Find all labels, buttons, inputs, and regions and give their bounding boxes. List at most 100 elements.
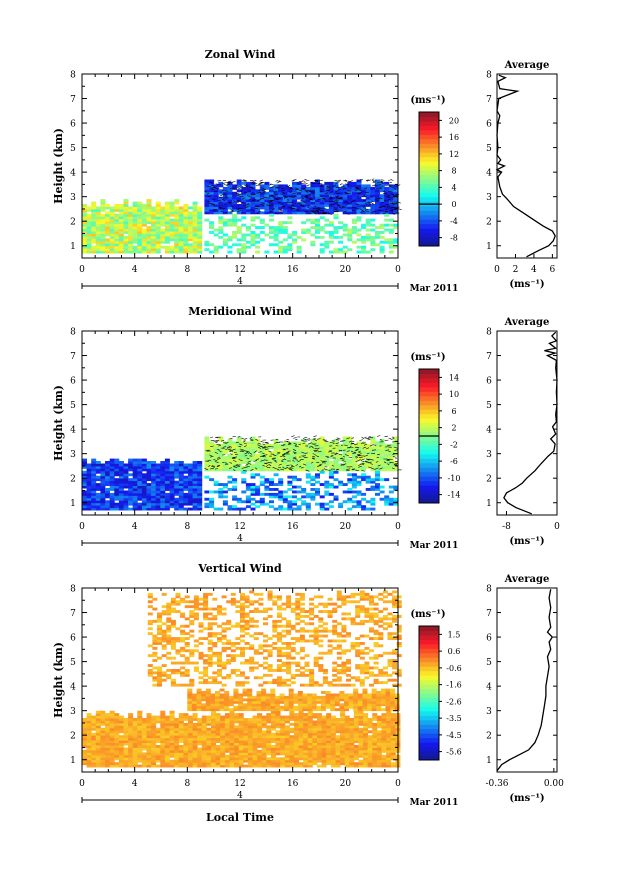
heatmap-cell	[338, 448, 344, 452]
heatmap-cell	[303, 715, 309, 719]
heatmap-cell	[183, 727, 189, 731]
heatmap-cell	[100, 248, 106, 252]
heatmap-cell	[169, 710, 175, 714]
contour-mark	[257, 444, 260, 446]
heatmap-cell	[338, 186, 344, 190]
heatmap-cell	[328, 451, 334, 455]
heatmap-cell	[301, 231, 307, 234]
heatmap-cell	[340, 745, 346, 748]
heatmap-cell	[141, 727, 147, 731]
heatmap-cell	[188, 727, 193, 731]
heatmap-cell	[303, 759, 309, 763]
heatmap-cell	[95, 226, 101, 229]
heatmap-cell	[91, 475, 97, 479]
heatmap-cell	[349, 759, 355, 763]
heatmap-cell	[241, 461, 247, 464]
heatmap-cell	[82, 740, 87, 743]
contour-mark	[354, 456, 358, 458]
heatmap-cell	[319, 470, 325, 474]
heatmap-cell	[201, 727, 207, 731]
heatmap-cell	[326, 737, 332, 741]
heatmap-cell	[250, 189, 256, 193]
heatmap-cell	[146, 250, 152, 254]
heatmap-cell	[206, 764, 212, 768]
contour-mark	[326, 456, 330, 459]
heatmap-cell	[105, 218, 110, 222]
contour-mark	[247, 462, 252, 465]
heatmap-cell	[146, 735, 152, 739]
heatmap-cell	[192, 488, 198, 491]
heatmap-cell	[141, 475, 147, 479]
contour-mark	[281, 189, 285, 192]
heatmap-cell	[284, 725, 290, 729]
heatmap-cell	[245, 245, 251, 249]
heatmap-cell	[155, 228, 161, 232]
heatmap-cell	[229, 764, 235, 768]
heatmap-cell	[197, 737, 203, 741]
heatmap-cell	[197, 742, 203, 746]
heatmap-cell	[155, 492, 161, 496]
heatmap-cell	[220, 725, 226, 729]
heatmap-cell	[100, 216, 106, 220]
heatmap-cell	[250, 184, 256, 188]
heatmap-cell	[109, 495, 115, 499]
heatmap-cell	[252, 762, 258, 766]
heatmap-cell	[174, 759, 180, 763]
heatmap-cell	[310, 226, 316, 229]
contour-mark	[219, 207, 222, 209]
heatmap-cell	[317, 732, 322, 736]
heatmap-cell	[326, 759, 332, 763]
heatmap-cell	[209, 196, 215, 200]
heatmap-cell	[114, 492, 120, 496]
heatmap-cell	[292, 196, 297, 200]
heatmap-cell	[238, 718, 244, 721]
heatmap-cell	[315, 490, 320, 494]
heatmap-cell	[164, 757, 170, 761]
heatmap-cell	[243, 732, 249, 736]
heatmap-cell	[192, 248, 198, 252]
heatmap-cell	[247, 764, 253, 768]
heatmap-cell	[151, 747, 157, 751]
heatmap-cell	[255, 505, 261, 509]
heatmap-cell	[218, 228, 224, 232]
heatmap-cell	[227, 480, 233, 484]
heatmap-cell	[82, 722, 87, 726]
heatmap-cell	[384, 465, 390, 469]
heatmap-cell	[257, 727, 263, 731]
contour-mark	[328, 200, 333, 203]
heatmap-cell	[197, 461, 203, 464]
y-tick-label: 5	[486, 144, 492, 154]
colorbar-segment	[419, 196, 439, 202]
heatmap-cell	[132, 208, 138, 212]
heatmap-cell	[192, 754, 198, 758]
heatmap-cell	[259, 218, 265, 222]
heatmap-cell	[232, 204, 238, 207]
heatmap-cell	[342, 211, 348, 215]
contour-mark	[392, 456, 396, 458]
heatmap-cell	[164, 747, 170, 751]
x-tick-label: 0	[494, 265, 500, 275]
contour-mark	[346, 437, 351, 440]
heatmap-cell	[128, 461, 134, 464]
heatmap-cell	[222, 451, 228, 455]
heatmap-cell	[132, 718, 138, 721]
heatmap-cell	[188, 492, 193, 496]
heatmap-cell	[100, 483, 106, 486]
heatmap-cell	[146, 204, 152, 207]
heatmap-cell	[269, 189, 274, 193]
colorbar-segment	[419, 205, 439, 211]
heatmap-cell	[141, 502, 147, 506]
heatmap-cell	[132, 732, 138, 736]
heatmap-cell	[361, 211, 367, 215]
heatmap-cell	[164, 250, 170, 254]
heatmap-cell	[266, 737, 272, 741]
heatmap-cell	[273, 233, 279, 237]
heatmap-cell	[151, 223, 157, 227]
colorbar-tick-label: -14	[448, 491, 461, 500]
contour-mark	[388, 179, 393, 181]
contour-mark	[244, 184, 247, 186]
heatmap-cell	[222, 204, 228, 207]
contour-mark	[334, 201, 338, 204]
heatmap-cell	[132, 505, 138, 509]
heatmap-cell	[303, 740, 309, 743]
